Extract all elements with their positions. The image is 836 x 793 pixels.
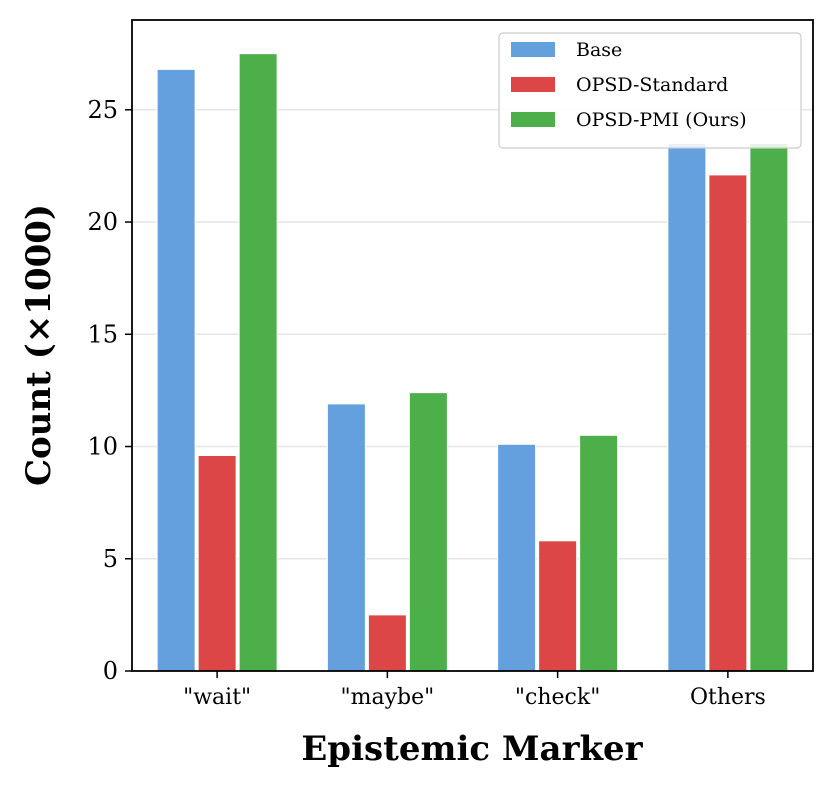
legend-label: Base	[576, 39, 622, 61]
y-axis-ticks: 0 5 10 15 20 25	[87, 96, 132, 685]
x-axis-ticks: "wait" "maybe" "check" Others	[183, 671, 766, 710]
y-axis-title: Count (×1000)	[19, 204, 59, 486]
bar-opsd-pmi-ours-3	[749, 142, 789, 672]
bar-opsd-pmi-ours-0	[238, 53, 278, 672]
y-tick-label: 0	[103, 657, 118, 685]
x-tick-label: "maybe"	[341, 685, 435, 710]
bar-opsd-pmi-ours-2	[579, 434, 619, 672]
legend-label: OPSD-PMI (Ours)	[576, 109, 747, 131]
legend-swatch	[511, 42, 555, 57]
y-tick-label: 25	[87, 96, 118, 124]
y-tick-label: 5	[103, 545, 118, 573]
y-tick-label: 10	[87, 433, 118, 461]
plot-frame	[131, 19, 814, 672]
bar-base-0	[156, 68, 196, 672]
bar-base-1	[326, 403, 366, 672]
y-tick-label: 20	[87, 208, 118, 236]
x-tick-label: "check"	[515, 685, 600, 710]
legend-swatch	[511, 112, 555, 127]
legend-label: OPSD-Standard	[576, 74, 728, 96]
bar-base-3	[667, 142, 707, 672]
legend: Base OPSD-Standard OPSD-PMI (Ours)	[498, 32, 802, 149]
x-tick-label: "wait"	[183, 685, 251, 710]
bar-opsd-standard-3	[708, 174, 748, 672]
bars	[156, 53, 789, 672]
legend-swatch	[511, 77, 555, 92]
x-axis-title: Epistemic Marker	[301, 729, 643, 769]
y-tick-label: 15	[87, 320, 118, 348]
bar-base-2	[497, 443, 537, 672]
legend-box	[498, 32, 802, 149]
bar-opsd-pmi-ours-1	[408, 392, 448, 672]
bar-opsd-standard-1	[367, 614, 407, 672]
bar-opsd-standard-2	[538, 540, 578, 672]
x-tick-label: Others	[690, 685, 766, 710]
bar-opsd-standard-0	[197, 454, 237, 672]
